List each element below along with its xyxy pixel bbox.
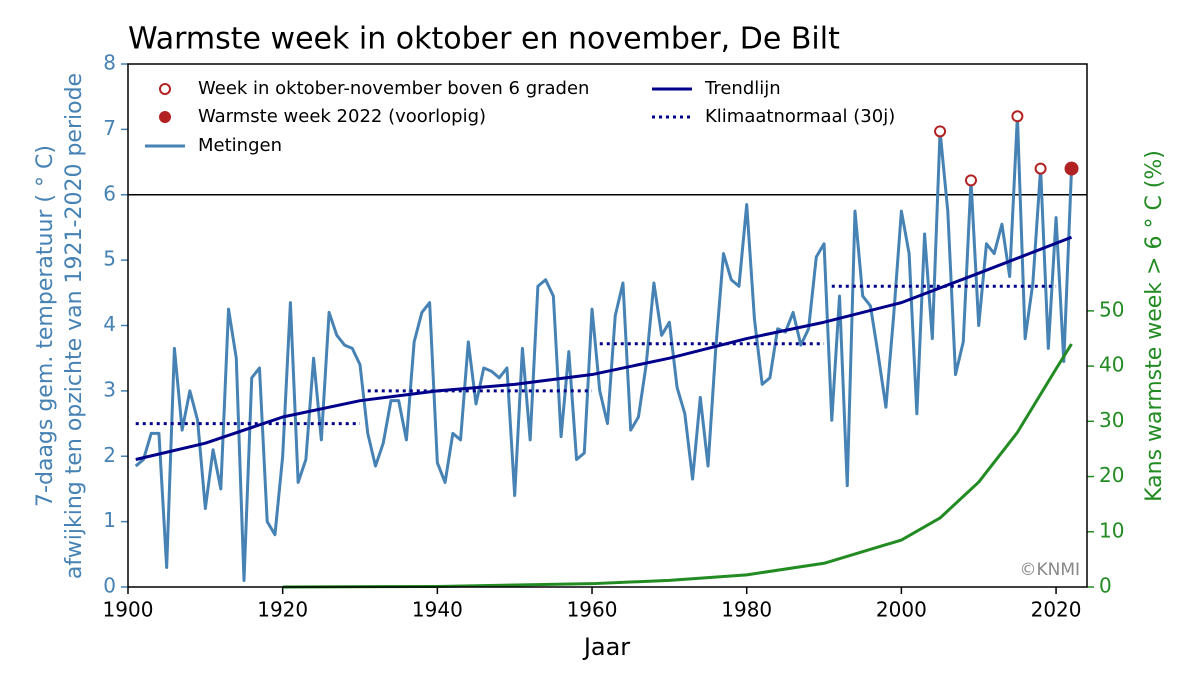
y2-tick-label: 30 [1099, 408, 1124, 432]
threshold-point [1011, 110, 1024, 123]
x-axis-label: Jaar [582, 633, 630, 661]
x-tick-label: 1960 [567, 598, 618, 622]
legend-marker [159, 83, 171, 95]
chart-title: Warmste week in oktober en november, De … [128, 22, 840, 57]
y-tick-label: 0 [103, 574, 116, 598]
series-line [282, 343, 1073, 589]
y-axis-label: afwijking ten opzichte van 1921-2020 per… [62, 73, 87, 579]
x-tick-label: 1940 [412, 598, 463, 622]
y-tick-label: 4 [103, 312, 116, 336]
y-tick-label: 6 [103, 181, 116, 205]
threshold-point [964, 174, 977, 187]
series-line [135, 235, 1073, 461]
x-tick-label: 1980 [721, 598, 772, 622]
y2-tick-label: 20 [1099, 463, 1124, 487]
y-tick-label: 1 [103, 508, 116, 532]
y2-tick-label: 40 [1099, 353, 1124, 377]
plot-frame [127, 63, 1088, 588]
y2-tick-label: 0 [1099, 574, 1112, 598]
legend-label: Warmste week 2022 (voorlopig) [198, 106, 486, 127]
copyright: ©KNMI [1019, 560, 1080, 580]
y-tick-label: 7 [103, 116, 116, 140]
y-tick-label: 8 [103, 51, 116, 75]
y2-tick-label: 50 [1099, 297, 1124, 321]
x-tick-label: 2020 [1031, 598, 1082, 622]
highlight-point [1064, 161, 1079, 176]
y2-tick-label: 10 [1099, 518, 1124, 542]
series-line [134, 114, 1074, 582]
x-tick-label: 2000 [876, 598, 927, 622]
legend-label: Klimaatnormaal (30j) [705, 106, 895, 127]
y-tick-label: 5 [103, 247, 116, 271]
legend-marker [159, 111, 171, 123]
threshold-point [1034, 162, 1047, 175]
y2-axis-label: Kans warmste week > 6 ° C (%) [1142, 150, 1167, 502]
legend-label: Metingen [198, 135, 282, 156]
y-axis-label: 7-daags gem. temperatuur ( ° C) [33, 145, 58, 507]
x-tick-label: 1920 [257, 598, 308, 622]
legend-label: Week in oktober-november boven 6 graden [198, 78, 589, 99]
y-tick-label: 2 [103, 443, 116, 467]
legend-label: Trendlijn [704, 78, 781, 99]
threshold-point [934, 125, 947, 138]
y-tick-label: 3 [103, 377, 116, 401]
x-tick-label: 1900 [103, 598, 154, 622]
